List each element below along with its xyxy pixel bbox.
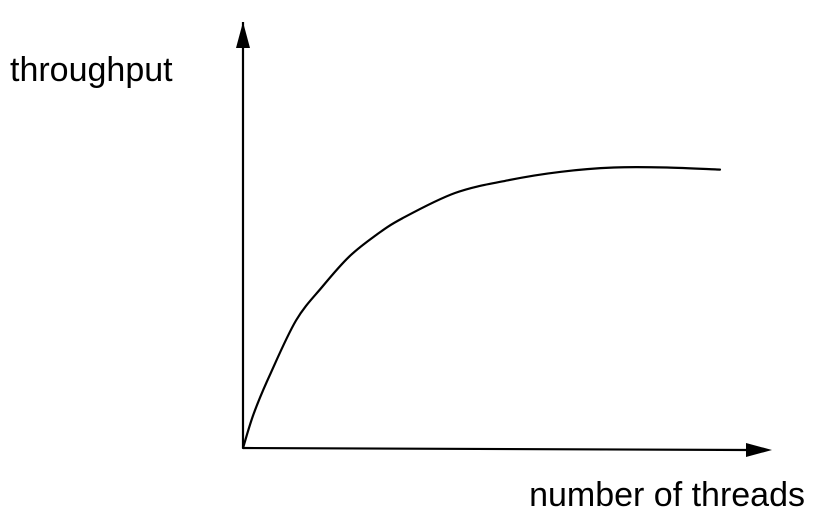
- series-layer: [241, 165, 722, 450]
- x-axis-arrowhead: [746, 443, 772, 457]
- x-axis-label: number of threads: [529, 476, 805, 514]
- y-axis-label: throughput: [10, 51, 173, 89]
- series-line-0: [241, 165, 722, 450]
- y-axis-arrowhead: [236, 22, 250, 48]
- x-axis-arrow: [242, 446, 749, 452]
